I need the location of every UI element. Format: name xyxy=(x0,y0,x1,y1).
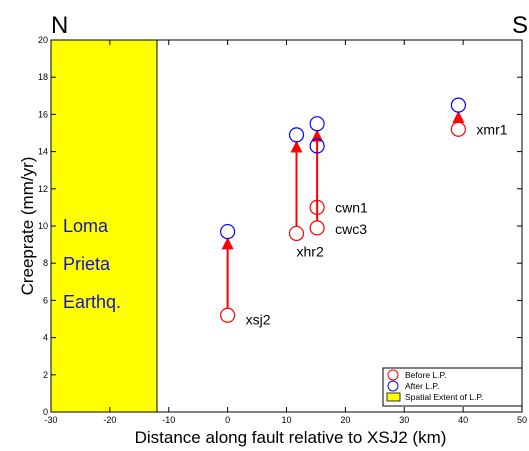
station-label-xmr1: xmr1 xyxy=(476,121,507,137)
y-tick-label: 6 xyxy=(43,295,48,305)
station-label-xsj2: xsj2 xyxy=(246,311,271,327)
legend-extent-swatch xyxy=(386,392,401,402)
legend-after-marker xyxy=(387,380,399,392)
before-point xyxy=(220,307,236,323)
y-tick-label: 20 xyxy=(38,35,48,45)
after-point xyxy=(309,138,325,154)
x-tick-label: 20 xyxy=(340,415,350,425)
after-point xyxy=(288,127,305,143)
y-tick-label: 16 xyxy=(38,109,48,119)
after-point xyxy=(450,97,467,113)
south-label: S xyxy=(512,12,528,39)
legend-entry: Before L.P. xyxy=(405,370,446,380)
band-text-line: Loma xyxy=(63,216,109,236)
x-tick-label: 30 xyxy=(399,415,409,425)
legend-entry: After L.P. xyxy=(405,381,439,391)
legend-box xyxy=(382,367,523,407)
y-tick-label: 14 xyxy=(38,147,48,157)
x-tick-label: -30 xyxy=(44,415,57,425)
band-text-line: Earthq. xyxy=(63,292,121,312)
before-point xyxy=(288,225,305,242)
x-tick-label: -20 xyxy=(103,415,116,425)
x-axis-title: Distance along fault relative to XSJ2 (k… xyxy=(135,428,447,447)
x-tick-label: -10 xyxy=(162,415,175,425)
station-label-xhr2: xhr2 xyxy=(297,243,324,259)
y-tick-label: 10 xyxy=(38,221,48,231)
after-point xyxy=(309,116,325,132)
after-point xyxy=(220,223,236,240)
y-tick-label: 0 xyxy=(43,407,48,417)
x-tick-label: 50 xyxy=(517,415,527,425)
band-text-line: Prieta xyxy=(63,254,111,274)
north-label: N xyxy=(51,12,68,39)
y-tick-label: 4 xyxy=(43,333,48,343)
station-label-cwn1: cwn1 xyxy=(335,199,368,215)
before-point xyxy=(309,220,325,236)
y-tick-label: 18 xyxy=(38,72,48,82)
x-tick-label: 10 xyxy=(281,415,291,425)
y-axis-title: Creeprate (mm/yr) xyxy=(18,157,37,296)
spatial-extent-band xyxy=(50,39,158,413)
station-label-cwc3: cwc3 xyxy=(335,221,367,237)
legend-entry: Spatial Extent of L.P. xyxy=(405,392,483,402)
y-tick-label: 8 xyxy=(43,258,48,268)
before-point xyxy=(450,121,467,137)
y-tick-label: 2 xyxy=(43,370,48,380)
before-point xyxy=(309,199,325,215)
y-tick-label: 12 xyxy=(38,184,48,194)
x-tick-label: 40 xyxy=(458,415,468,425)
x-tick-label: 0 xyxy=(225,415,230,425)
legend-before-marker xyxy=(387,369,399,381)
